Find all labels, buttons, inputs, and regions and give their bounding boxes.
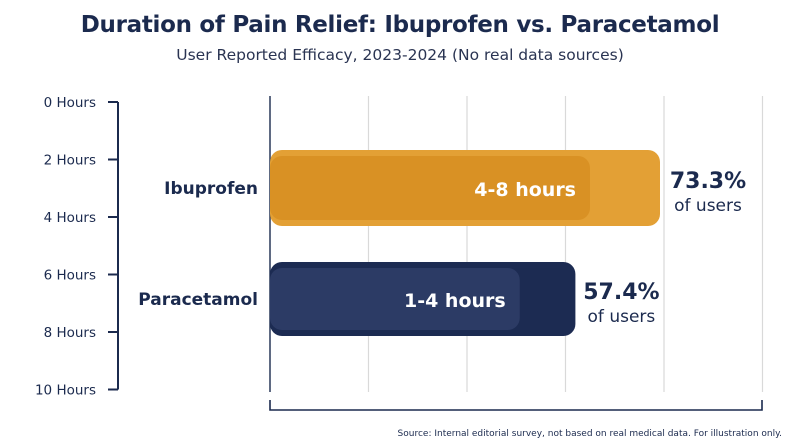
bar-inner-paracetamol [270,268,520,330]
category-label: Ibuprofen [164,179,258,199]
bar-group [270,150,660,226]
chart-title: Duration of Pain Relief: Ibuprofen vs. P… [80,12,720,38]
bar-duration-label: 1-4 hours [404,290,506,312]
category-label: Paracetamol [138,290,258,310]
value-sublabel: of users [588,307,656,327]
value-label: 57.4% [583,280,659,305]
y-tick-label: 4 Hours [44,210,96,226]
value-label: 73.3% [670,169,746,194]
chart-subtitle: User Reported Efficacy, 2023-2024 (No re… [176,46,624,64]
y-tick-label: 0 Hours [44,95,96,111]
bar-inner-ibuprofen [270,156,590,220]
y-tick-label: 2 Hours [44,153,96,169]
y-tick-label: 8 Hours [44,325,96,341]
x-axis-bracket [269,400,763,411]
chart-source-note: Source: Internal editorial survey, not b… [397,429,782,439]
y-tick-label: 6 Hours [44,268,96,284]
y-tick-label: 10 Hours [35,383,96,399]
bar-duration-label: 4-8 hours [474,179,576,201]
value-sublabel: of users [674,196,742,216]
bar-group [270,262,576,336]
